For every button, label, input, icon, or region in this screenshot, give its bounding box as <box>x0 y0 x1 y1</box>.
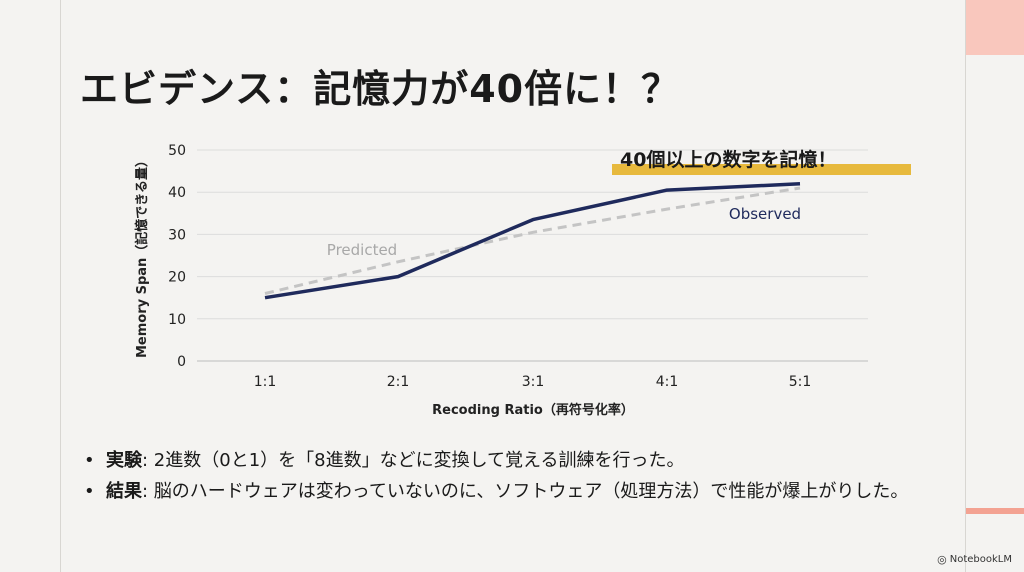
bullet-text: : 2進数（0と1）を「8進数」などに変換して覚える訓練を行った。 <box>142 450 685 471</box>
slide-title: エビデンス：記憶力が40倍に！？ <box>80 67 681 111</box>
decorative-corner-block <box>966 0 1024 55</box>
memory-span-chart: 0 10 20 30 40 50 1:1 2:1 3:1 4:1 5:1 40個以上の数字を記憶！… <box>134 143 911 418</box>
brand-label: NotebookLM <box>949 554 1012 565</box>
annotation-text: 40個以上の数字を記憶！ <box>620 148 836 171</box>
chart-series: Predicted Observed <box>264 182 801 300</box>
bullet-text: : 脳のハードウェアは変わっていないのに、ソフトウェア（処理方法）で性能が爆上が… <box>142 481 909 502</box>
x-tick-label: 4:1 <box>656 374 679 390</box>
observed-series-line <box>264 182 801 300</box>
predicted-series-line <box>264 186 801 295</box>
y-tick-label: 10 <box>168 312 186 328</box>
decorative-accent-line <box>966 508 1024 514</box>
chart-grid <box>197 149 868 362</box>
y-tick-label: 30 <box>168 227 186 243</box>
notebooklm-logo-icon: ◎ <box>937 553 947 566</box>
x-axis-ticks: 1:1 2:1 3:1 4:1 5:1 <box>254 374 812 390</box>
x-tick-label: 1:1 <box>254 374 277 390</box>
bullet-item-experiment: 実験: 2進数（0と1）を「8進数」などに変換して覚える訓練を行った。 <box>82 445 942 476</box>
bullet-list: 実験: 2進数（0と1）を「8進数」などに変換して覚える訓練を行った。 結果: … <box>82 445 942 507</box>
brand-watermark: ◎ NotebookLM <box>937 553 1012 566</box>
x-axis-label: Recoding Ratio（再符号化率） <box>432 402 634 418</box>
x-tick-label: 2:1 <box>387 374 410 390</box>
bullet-item-result: 結果: 脳のハードウェアは変わっていないのに、ソフトウェア（処理方法）で性能が爆… <box>82 476 942 507</box>
y-axis-label: Memory Span（記憶できる量） <box>134 154 150 358</box>
y-axis-ticks: 0 10 20 30 40 50 <box>168 143 186 370</box>
x-tick-label: 5:1 <box>789 374 812 390</box>
x-tick-label: 3:1 <box>522 374 545 390</box>
slide-frame <box>60 0 966 572</box>
y-tick-label: 40 <box>168 185 186 201</box>
predicted-series-label: Predicted <box>327 241 397 259</box>
y-tick-label: 20 <box>168 270 186 286</box>
bullet-label: 結果 <box>106 481 142 502</box>
y-tick-label: 50 <box>168 143 186 159</box>
annotation-highlight <box>612 164 911 175</box>
bullet-label: 実験 <box>106 450 142 471</box>
observed-series-label: Observed <box>729 205 801 223</box>
y-tick-label: 0 <box>177 354 186 370</box>
